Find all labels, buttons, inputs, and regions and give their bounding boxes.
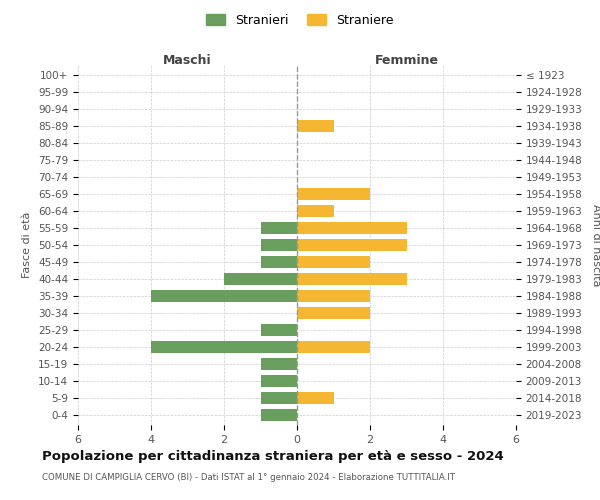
- Bar: [297, 256, 370, 268]
- Bar: [297, 239, 407, 251]
- Bar: [260, 256, 297, 268]
- Bar: [260, 409, 297, 421]
- Bar: [260, 375, 297, 387]
- Bar: [151, 290, 297, 302]
- Text: Maschi: Maschi: [163, 54, 212, 66]
- Bar: [224, 273, 297, 285]
- Bar: [297, 273, 407, 285]
- Text: COMUNE DI CAMPIGLIA CERVO (BI) - Dati ISTAT al 1° gennaio 2024 - Elaborazione TU: COMUNE DI CAMPIGLIA CERVO (BI) - Dati IS…: [42, 472, 455, 482]
- Y-axis label: Anni di nascita: Anni di nascita: [591, 204, 600, 286]
- Bar: [297, 392, 334, 404]
- Bar: [297, 307, 370, 319]
- Bar: [151, 341, 297, 353]
- Bar: [260, 222, 297, 234]
- Legend: Stranieri, Straniere: Stranieri, Straniere: [202, 8, 398, 32]
- Bar: [260, 392, 297, 404]
- Bar: [297, 290, 370, 302]
- Bar: [297, 222, 407, 234]
- Bar: [260, 324, 297, 336]
- Bar: [260, 239, 297, 251]
- Y-axis label: Fasce di età: Fasce di età: [22, 212, 32, 278]
- Bar: [297, 341, 370, 353]
- Bar: [297, 188, 370, 200]
- Text: Popolazione per cittadinanza straniera per età e sesso - 2024: Popolazione per cittadinanza straniera p…: [42, 450, 504, 463]
- Bar: [297, 120, 334, 132]
- Bar: [297, 205, 334, 217]
- Bar: [260, 358, 297, 370]
- Text: Femmine: Femmine: [374, 54, 439, 66]
